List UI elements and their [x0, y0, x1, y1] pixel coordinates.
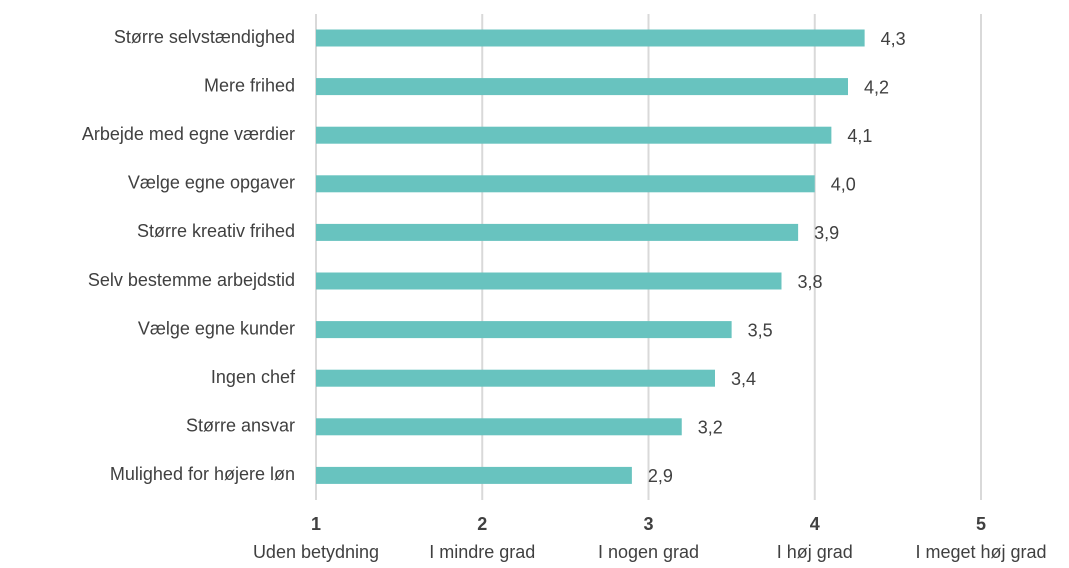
y-tick-label: Større kreativ frihed [137, 221, 295, 241]
x-tick-label: 3 [643, 514, 653, 534]
data-label: 3,4 [731, 369, 756, 389]
bar [316, 223, 799, 241]
data-label: 3,8 [798, 272, 823, 292]
y-tick-label: Vælge egne opgaver [128, 173, 295, 193]
y-tick-label: Vælge egne kunder [138, 318, 295, 338]
x-tick-label: 1 [311, 514, 321, 534]
bar [316, 272, 782, 290]
bar [316, 29, 865, 47]
data-label: 4,0 [831, 175, 856, 195]
data-label: 3,9 [814, 223, 839, 243]
data-label: 4,1 [847, 126, 872, 146]
x-tick-description: I høj grad [777, 542, 853, 562]
x-tick-description: I mindre grad [429, 542, 535, 562]
y-tick-label: Større selvstændighed [114, 27, 295, 47]
bar [316, 369, 715, 387]
x-tick-description: I nogen grad [598, 542, 699, 562]
bar [316, 321, 732, 339]
x-tick-label: 5 [976, 514, 986, 534]
x-tick-description: I meget høj grad [915, 542, 1046, 562]
bar [316, 78, 848, 96]
x-tick-label: 4 [810, 514, 820, 534]
y-tick-label: Ingen chef [211, 367, 296, 387]
bar [316, 466, 632, 484]
y-tick-label: Mere frihed [204, 75, 295, 95]
data-label: 4,2 [864, 77, 889, 97]
y-tick-label: Større ansvar [186, 416, 295, 436]
y-tick-label: Selv bestemme arbejdstid [88, 270, 295, 290]
bar [316, 126, 832, 144]
bar [316, 418, 682, 436]
data-label: 3,5 [748, 320, 773, 340]
data-label: 2,9 [648, 466, 673, 486]
x-tick-description: Uden betydning [253, 542, 379, 562]
data-label: 3,2 [698, 418, 723, 438]
y-tick-label: Arbejde med egne værdier [82, 124, 295, 144]
y-tick-label: Mulighed for højere løn [110, 464, 295, 484]
bar [316, 175, 815, 193]
data-label: 4,3 [881, 29, 906, 49]
x-tick-label: 2 [477, 514, 487, 534]
